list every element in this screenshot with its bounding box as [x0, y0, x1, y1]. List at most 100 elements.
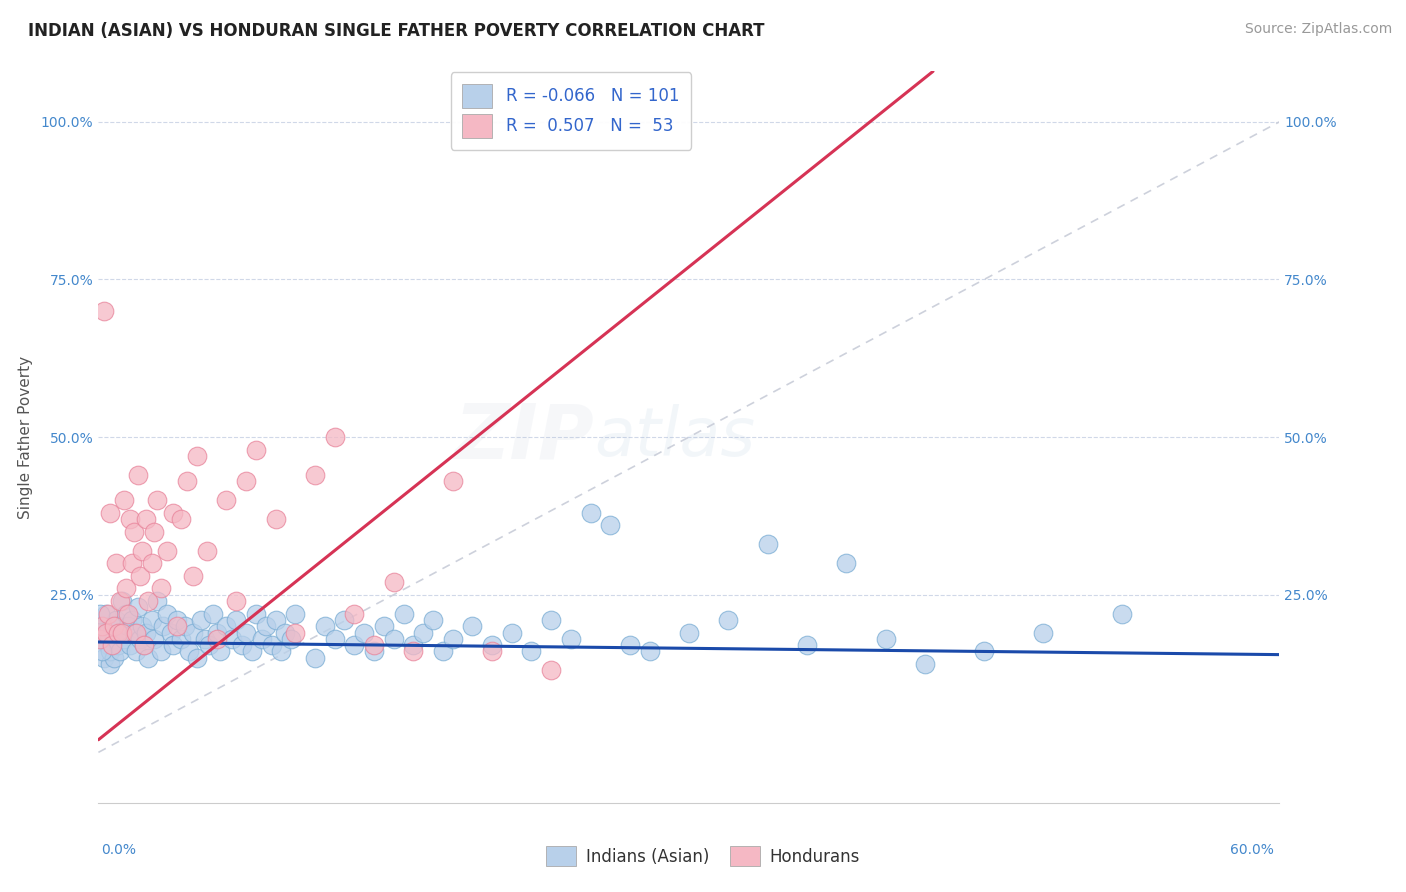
Point	[177, 644, 200, 658]
Y-axis label: Single Father Poverty: Single Father Poverty	[18, 356, 32, 518]
Point	[215, 619, 238, 633]
Point	[115, 582, 138, 596]
Point	[96, 625, 118, 640]
Point	[103, 619, 125, 633]
Point	[127, 600, 149, 615]
Point	[875, 632, 897, 646]
Point	[314, 619, 336, 633]
Point	[96, 607, 118, 621]
Point	[146, 493, 169, 508]
Point	[579, 506, 602, 520]
Point	[1032, 625, 1054, 640]
Point	[146, 594, 169, 608]
Point	[333, 613, 356, 627]
Point	[501, 625, 523, 640]
Point	[141, 556, 163, 570]
Point	[150, 644, 173, 658]
Point	[250, 632, 273, 646]
Point	[270, 644, 292, 658]
Point	[205, 632, 228, 646]
Point	[363, 638, 385, 652]
Point	[112, 493, 135, 508]
Text: INDIAN (ASIAN) VS HONDURAN SINGLE FATHER POVERTY CORRELATION CHART: INDIAN (ASIAN) VS HONDURAN SINGLE FATHER…	[28, 22, 765, 40]
Point	[481, 644, 503, 658]
Point	[150, 582, 173, 596]
Point	[382, 575, 405, 590]
Point	[835, 556, 858, 570]
Point	[91, 632, 114, 646]
Point	[89, 625, 111, 640]
Point	[170, 632, 193, 646]
Point	[101, 638, 124, 652]
Point	[91, 644, 114, 658]
Point	[260, 638, 283, 652]
Point	[205, 625, 228, 640]
Point	[162, 506, 184, 520]
Point	[441, 474, 464, 488]
Point	[1111, 607, 1133, 621]
Point	[166, 613, 188, 627]
Point	[107, 619, 129, 633]
Point	[254, 619, 277, 633]
Point	[142, 524, 165, 539]
Point	[117, 607, 139, 621]
Point	[93, 650, 115, 665]
Point	[274, 625, 297, 640]
Point	[136, 594, 159, 608]
Point	[540, 664, 562, 678]
Point	[107, 638, 129, 652]
Point	[97, 607, 120, 621]
Point	[323, 632, 346, 646]
Point	[235, 625, 257, 640]
Point	[132, 638, 155, 652]
Point	[432, 644, 454, 658]
Point	[93, 619, 115, 633]
Point	[156, 607, 179, 621]
Point	[141, 613, 163, 627]
Point	[111, 625, 134, 640]
Point	[135, 625, 157, 640]
Point	[152, 619, 174, 633]
Point	[323, 430, 346, 444]
Point	[98, 644, 121, 658]
Point	[107, 625, 129, 640]
Point	[235, 474, 257, 488]
Point	[176, 474, 198, 488]
Point	[97, 638, 120, 652]
Point	[122, 625, 145, 640]
Point	[162, 638, 184, 652]
Point	[264, 512, 287, 526]
Point	[197, 638, 219, 652]
Point	[122, 524, 145, 539]
Point	[717, 613, 740, 627]
Point	[127, 467, 149, 482]
Point	[280, 632, 302, 646]
Point	[132, 638, 155, 652]
Point	[118, 638, 141, 652]
Point	[112, 632, 135, 646]
Point	[103, 632, 125, 646]
Point	[373, 619, 395, 633]
Point	[181, 625, 204, 640]
Point	[93, 304, 115, 318]
Point	[181, 569, 204, 583]
Point	[186, 650, 208, 665]
Point	[131, 619, 153, 633]
Point	[756, 537, 779, 551]
Point	[231, 638, 253, 652]
Point	[115, 607, 138, 621]
Point	[108, 644, 131, 658]
Point	[111, 594, 134, 608]
Point	[166, 619, 188, 633]
Point	[170, 512, 193, 526]
Point	[264, 613, 287, 627]
Point	[194, 632, 217, 646]
Point	[156, 543, 179, 558]
Point	[619, 638, 641, 652]
Point	[160, 625, 183, 640]
Point	[382, 632, 405, 646]
Text: Source: ZipAtlas.com: Source: ZipAtlas.com	[1244, 22, 1392, 37]
Point	[190, 613, 212, 627]
Point	[343, 607, 366, 621]
Point	[225, 613, 247, 627]
